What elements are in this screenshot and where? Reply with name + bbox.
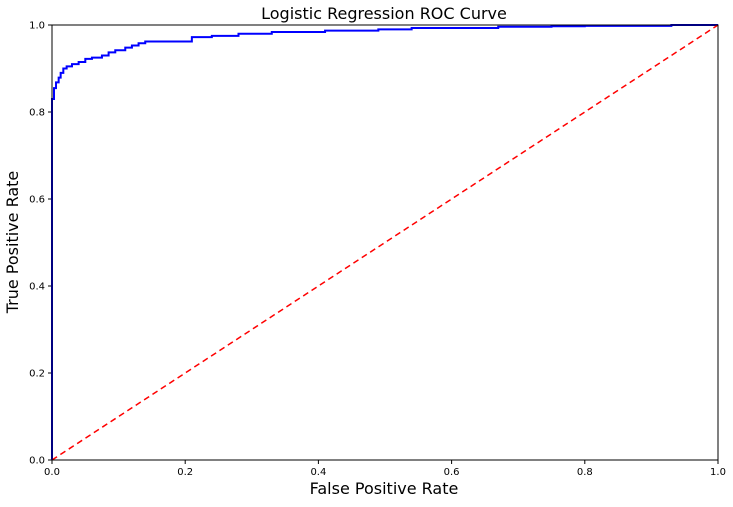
y-tick-label: 0.2 [29,369,45,380]
y-tick-label: 1.0 [29,21,45,32]
y-axis-label: True Positive Rate [3,171,22,315]
y-tick-label: 0.0 [29,456,45,467]
plot-area [52,25,718,460]
y-tick-label: 0.8 [29,108,45,119]
x-tick-label: 0.4 [310,467,326,478]
x-tick-label: 0.0 [44,467,60,478]
series-layer [51,24,719,461]
diagonal-reference-line [51,24,719,461]
roc-curve-line [51,24,718,460]
x-tick-label: 1.0 [710,467,726,478]
chart-title: Logistic Regression ROC Curve [261,4,507,23]
x-axis-label: False Positive Rate [310,479,459,498]
y-tick-label: 0.6 [29,195,45,206]
y-tick-label: 0.4 [29,282,45,293]
x-tick-label: 0.2 [177,467,193,478]
x-axis-ticks: 0.0 0.2 0.4 0.6 0.8 1.0 [44,460,726,478]
x-tick-label: 0.6 [444,467,460,478]
x-tick-label: 0.8 [577,467,593,478]
y-axis-ticks: 0.0 0.2 0.4 0.6 0.8 1.0 [29,21,52,467]
plot-frame [51,24,719,461]
